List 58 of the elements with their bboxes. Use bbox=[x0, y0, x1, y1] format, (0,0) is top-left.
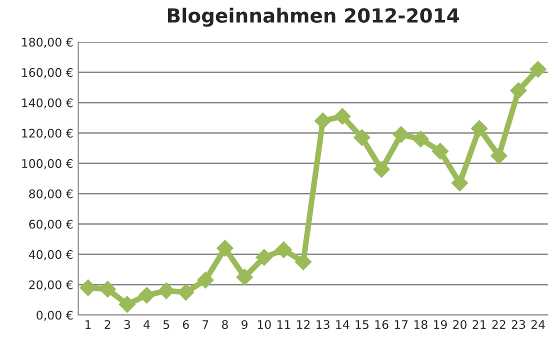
point bbox=[392, 126, 410, 143]
point bbox=[197, 272, 214, 288]
y-tick-label: 20,00 € bbox=[29, 280, 73, 291]
x-tick-label: 10 bbox=[258, 320, 271, 329]
point bbox=[510, 82, 527, 99]
y-tick-label: 180,00 € bbox=[22, 38, 73, 48]
y-tick-label: 60,00 € bbox=[29, 220, 73, 230]
y-tick-label: 40,00 € bbox=[28, 250, 73, 260]
x-tick-label: 19 bbox=[434, 320, 447, 329]
x-tick-label: 7 bbox=[202, 320, 208, 329]
point bbox=[490, 147, 508, 164]
x-tick-label: 11 bbox=[277, 320, 290, 329]
x-tick-label: 20 bbox=[453, 320, 467, 329]
x-tick-label: 13 bbox=[316, 320, 330, 329]
point bbox=[275, 241, 292, 258]
y-tick-label: 160,00 € bbox=[22, 68, 73, 78]
x-tick-label: 4 bbox=[144, 320, 150, 329]
point bbox=[373, 161, 390, 178]
point bbox=[138, 286, 156, 304]
chart-title: Blogeinnahmen 2012-2014 bbox=[168, 8, 459, 27]
x-tick-label: 8 bbox=[222, 320, 228, 329]
point bbox=[470, 120, 488, 137]
x-tick-label: 5 bbox=[163, 320, 170, 329]
x-tick-label: 2 bbox=[104, 320, 110, 329]
x-tick-label: 22 bbox=[492, 320, 506, 329]
x-tick-label: 21 bbox=[472, 320, 486, 329]
x-tick-label: 15 bbox=[356, 320, 368, 329]
point bbox=[256, 248, 273, 266]
point bbox=[530, 60, 546, 78]
x-tick-label: 3 bbox=[124, 320, 130, 329]
point bbox=[412, 130, 430, 148]
y-tick-label: 120,00 € bbox=[22, 128, 73, 139]
point bbox=[158, 282, 175, 300]
x-tick-label: 24 bbox=[531, 320, 545, 329]
x-tick-label: 16 bbox=[375, 320, 388, 329]
x-tick-label: 9 bbox=[242, 320, 248, 329]
x-tick-label: 17 bbox=[394, 320, 408, 329]
point bbox=[118, 296, 136, 313]
y-tick-label: 80,00 € bbox=[29, 189, 73, 200]
point bbox=[216, 240, 234, 257]
point bbox=[334, 108, 351, 125]
y-tick-label: 140,00 € bbox=[22, 98, 73, 109]
y-tick-label: 100,00 € bbox=[22, 159, 73, 170]
x-tick-label: 14 bbox=[336, 320, 350, 329]
x-tick-label: 6 bbox=[182, 320, 189, 329]
x-tick-label: 12 bbox=[297, 320, 310, 329]
point bbox=[80, 279, 96, 296]
x-tick-label: 1 bbox=[86, 320, 91, 329]
point bbox=[354, 129, 370, 146]
x-tick-label: 18 bbox=[414, 320, 428, 329]
point bbox=[236, 268, 253, 286]
y-tick-label: 0,00 € bbox=[36, 310, 73, 321]
point bbox=[314, 112, 332, 130]
point bbox=[451, 174, 468, 192]
x-tick-label: 23 bbox=[512, 320, 526, 329]
point bbox=[294, 254, 312, 270]
point bbox=[99, 280, 116, 298]
point bbox=[432, 142, 449, 160]
